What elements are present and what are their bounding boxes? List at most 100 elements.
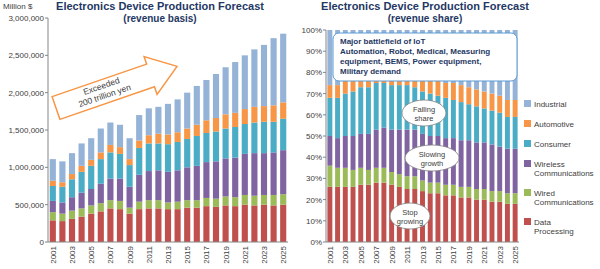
bar-segment [271, 38, 277, 105]
bar-segment [327, 85, 332, 98]
bar-segment [194, 86, 200, 125]
bar-segment [184, 139, 190, 167]
bar-segment [335, 138, 340, 168]
bar-segment [223, 129, 229, 159]
bar-segment [242, 154, 248, 195]
bar-segment [351, 91, 356, 136]
bar-segment [405, 176, 410, 189]
bar-segment [213, 118, 219, 131]
bar-segment [203, 120, 209, 133]
x-tick-label: 2001 [49, 245, 58, 263]
bar-segment [335, 187, 340, 242]
bar-segment [155, 134, 161, 144]
bar-segment [490, 191, 495, 202]
bar-segment [358, 168, 363, 185]
bar-segment [213, 207, 219, 242]
x-tick-label: 2011 [145, 245, 154, 263]
x-tick-label: 2023 [260, 245, 269, 263]
bar-segment [343, 136, 348, 168]
bar-segment [482, 189, 487, 200]
bar-segment [261, 106, 267, 122]
bar-segment [351, 170, 356, 187]
bar-segment [374, 83, 379, 130]
x-tick-label: 2025 [511, 245, 520, 263]
y-tick [323, 199, 326, 200]
bar-segment [88, 214, 94, 242]
bar-segment [98, 184, 104, 203]
bar-segment [59, 214, 65, 221]
bar-segment [184, 208, 190, 242]
bar-segment [88, 205, 94, 213]
bar-segment [165, 172, 171, 203]
bar-segment [242, 55, 248, 109]
bar-segment [389, 130, 394, 172]
bar-segment [165, 104, 171, 135]
bar-segment [366, 134, 371, 170]
x-tick-label: 2009 [126, 245, 135, 263]
bar-segment [175, 132, 181, 142]
bar-segment [127, 138, 133, 159]
bar-segment [374, 168, 379, 183]
bar-segment [136, 202, 142, 209]
bar-segment [474, 106, 479, 142]
x-tick-label: 2009 [388, 245, 397, 263]
text-line: Wireless [534, 160, 565, 169]
bar-segment [381, 83, 386, 128]
text-line: equipment, BEMS, Power equipment, [340, 57, 481, 66]
bar-segment [242, 195, 248, 205]
bar-segment [261, 45, 267, 106]
bar-segment [184, 200, 190, 207]
bar-segment [79, 166, 85, 172]
bar-segment [513, 204, 518, 242]
x-tick-label: 2003 [68, 245, 77, 263]
bar-segment [136, 175, 142, 202]
bar-segment [88, 138, 94, 160]
bar-segment [127, 159, 133, 165]
x-tick-label: 2019 [465, 245, 474, 263]
bar-segment [251, 107, 257, 123]
y-tick-label: 50% [306, 132, 322, 141]
y-tick-label: 2,000,000 [8, 89, 44, 98]
bar-segment [327, 136, 332, 166]
y-tick [323, 136, 326, 137]
text-line: Slowing [419, 150, 445, 159]
bar-segment [327, 30, 332, 85]
bar-segment [428, 183, 433, 194]
bar-segment [165, 202, 171, 209]
bar-segment [232, 62, 238, 113]
bar-segment [136, 148, 142, 175]
bar-segment [146, 200, 152, 208]
bar-segment [223, 205, 229, 242]
x-tick-label: 2019 [222, 245, 231, 263]
bar-segment [69, 179, 75, 197]
bar-segment [443, 185, 448, 196]
bar-segment [98, 152, 104, 159]
annotation: Fallingshare [413, 105, 435, 123]
bar-segment [50, 212, 56, 220]
bar-segment [358, 185, 363, 242]
y-tick [323, 220, 326, 221]
text-line: Industrial [534, 100, 567, 109]
bar-segment [381, 183, 386, 242]
annotation-bubble [405, 145, 459, 171]
bar-segment [466, 87, 471, 104]
bar-segment [194, 125, 200, 136]
bar-segment [117, 201, 123, 209]
bar-segment [451, 100, 456, 138]
bar-segment [271, 195, 277, 205]
bar-segment [513, 117, 518, 149]
bar-segment [59, 221, 65, 242]
bar-segment [389, 172, 394, 185]
legend-label: Consumer [534, 140, 571, 149]
bar-segment [232, 127, 238, 158]
bar-segment [88, 189, 94, 205]
bar-segment [79, 172, 85, 193]
chart-1: 0%10%20%30%40%50%60%70%80%90%100%2001200… [302, 0, 594, 264]
bar-segment [165, 144, 171, 172]
text-line: Automation, Robot, Medical, Measuring [340, 47, 490, 56]
y-tick [45, 204, 48, 205]
bar-segment [155, 107, 161, 134]
x-tick-label: 2023 [496, 245, 505, 263]
x-tick-label: 2011 [403, 245, 412, 263]
legend-swatch [524, 140, 531, 147]
